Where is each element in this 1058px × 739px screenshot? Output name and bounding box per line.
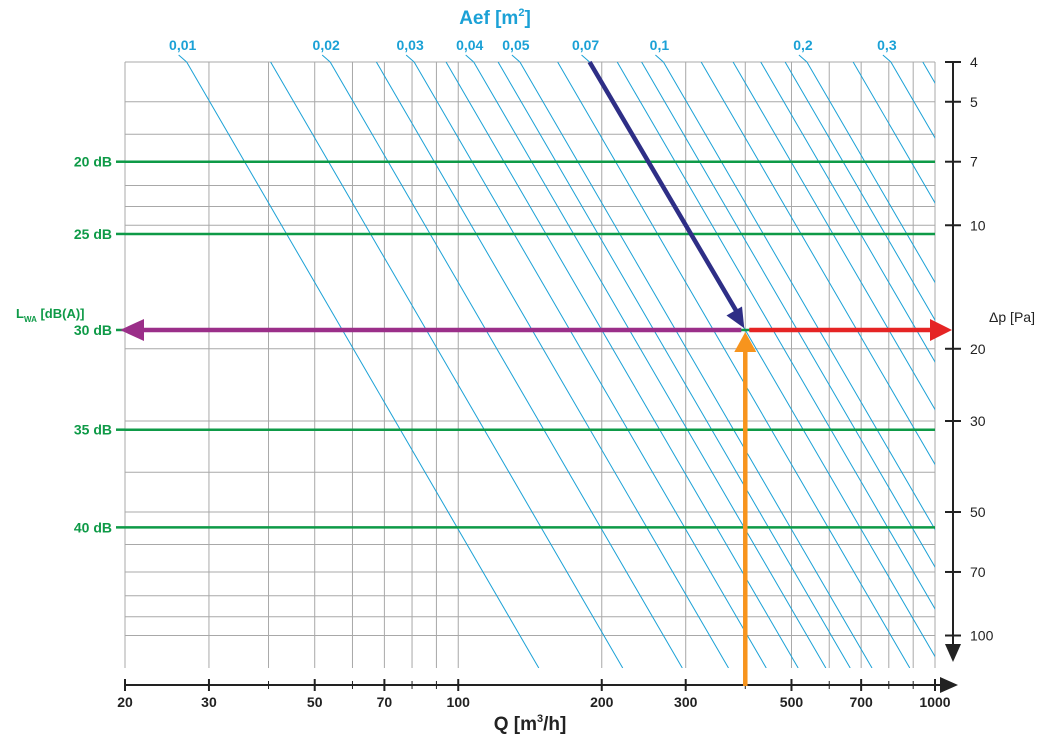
top-axis-leader	[405, 54, 415, 63]
aef-line	[519, 62, 873, 668]
db-level-label: 35 dB	[74, 422, 112, 438]
top-axis-leader	[581, 54, 590, 63]
right-axis-title: Δp [Pa]	[989, 309, 1035, 325]
right-axis-tick-label: 4	[970, 54, 978, 70]
aef-line	[445, 62, 799, 668]
x-axis-tick-label: 500	[780, 694, 804, 710]
db-level-label: 25 dB	[74, 226, 112, 242]
right-axis-tick-label: 5	[970, 94, 978, 110]
aef-lines-layer	[186, 62, 1058, 668]
x-axis-tick-label: 50	[307, 694, 323, 710]
top-axis-tick-label: 0,05	[502, 37, 529, 53]
top-axis-tick-label: 0,01	[169, 37, 196, 53]
x-axis-tick-label: 20	[117, 694, 133, 710]
aef-line	[557, 62, 911, 668]
x-axis-title: Q [m3/h]	[494, 713, 567, 735]
aef-line	[806, 62, 935, 284]
top-axis-leader	[882, 54, 892, 63]
top-axis-leader	[321, 54, 331, 63]
aef-line	[700, 62, 935, 466]
right-axis-tick-label: 70	[970, 564, 986, 580]
right-axis-tick-label: 100	[970, 628, 994, 644]
top-axis-leader	[798, 54, 808, 63]
aef-line	[922, 62, 935, 84]
top-axis-tick-label: 0,03	[397, 37, 424, 53]
x-axis-tick-label: 700	[849, 694, 873, 710]
x-axis-tick-label: 70	[377, 694, 393, 710]
x-axis-tick-label: 200	[590, 694, 614, 710]
x-axis-tick-label: 1000	[919, 694, 950, 710]
x-axis-tick-label: 100	[447, 694, 471, 710]
grid-layer	[124, 61, 936, 668]
db-level-label: 40 dB	[74, 519, 112, 535]
right-axis-arrowhead	[945, 644, 961, 662]
aef-line	[760, 62, 935, 363]
aef-line	[784, 62, 935, 321]
right-axis-tick-label: 20	[970, 341, 986, 357]
top-axis-leader	[465, 54, 475, 63]
db-level-label: 20 dB	[74, 154, 112, 170]
aef-line	[662, 62, 935, 531]
x-axis-arrowhead	[940, 677, 958, 693]
top-axis-tick-label: 0,02	[313, 37, 340, 53]
aef-line	[375, 62, 729, 668]
aef-line	[732, 62, 935, 411]
aef-line	[852, 62, 935, 204]
aef-line	[616, 62, 935, 610]
aef-line	[473, 62, 827, 668]
aef-line	[413, 62, 767, 668]
top-axis-title: Aef [m2]	[459, 7, 531, 29]
right-axis-tick-label: 10	[970, 217, 986, 233]
aef-line	[497, 62, 851, 668]
axes-layer: 20 30 50 70 100 200 300 500 700 1000 4 5 7 10 20 30 50 70…	[117, 54, 993, 710]
top-axis-leader	[655, 54, 664, 63]
top-axis-leader	[511, 54, 521, 63]
right-axis-tick-label: 7	[970, 154, 978, 170]
aef-line	[329, 62, 683, 668]
aef-line	[950, 62, 1058, 668]
top-axis-tick-label: 0,04	[456, 37, 483, 53]
aef-line	[186, 62, 540, 668]
right-axis-tick-label: 30	[970, 413, 986, 429]
right-axis-tick-label: 50	[970, 504, 986, 520]
left-axis-title: LWA [dB(A)]	[16, 306, 85, 324]
x-axis-tick-label: 300	[674, 694, 698, 710]
aef-arrowhead	[726, 306, 745, 329]
top-axis-tick-label: 0,2	[793, 37, 813, 53]
example-arrows-layer	[120, 60, 952, 686]
aef-arrow-line	[587, 60, 742, 318]
top-axis-leader	[178, 54, 187, 63]
db-level-label: 30 dB	[74, 322, 112, 338]
labels-layer: Aef [m2] Q [m3/h] Δp [Pa] LWA [dB(A)] 0,…	[16, 7, 1035, 735]
x-axis-tick-label: 30	[201, 694, 217, 710]
top-axis-tick-label: 0,07	[572, 37, 599, 53]
lwa-arrowhead	[120, 318, 144, 341]
aef-line	[641, 62, 935, 568]
dp-arrowhead	[930, 318, 952, 341]
aef-line	[270, 62, 624, 668]
top-axis-tick-label: 0,1	[650, 37, 670, 53]
q-arrowhead	[734, 331, 757, 352]
top-axis-tick-label: 0,3	[877, 37, 897, 53]
